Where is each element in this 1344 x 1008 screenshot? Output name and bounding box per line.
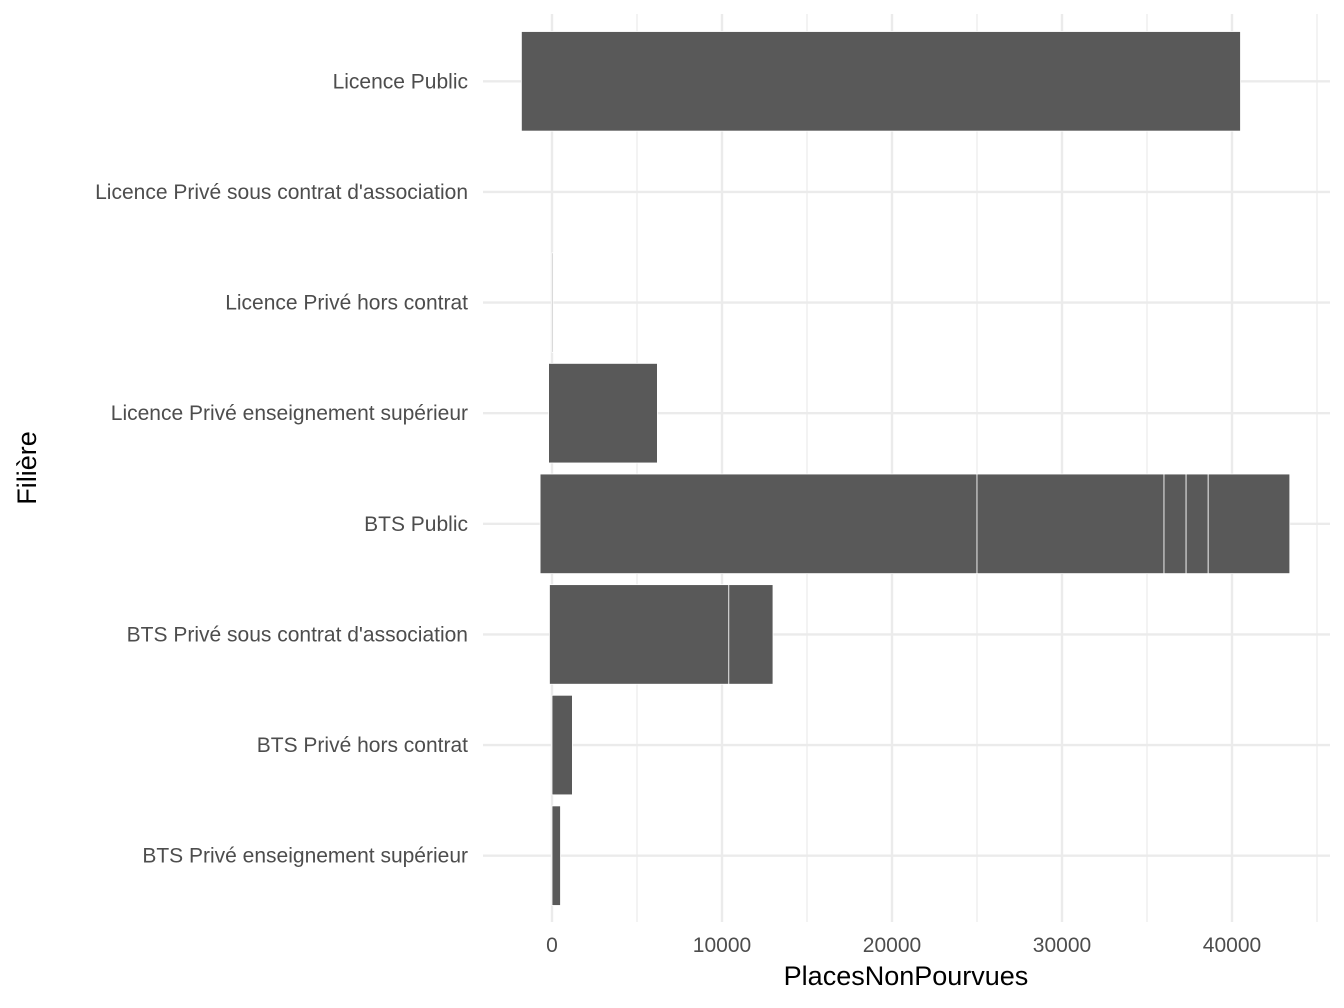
y-tick-label: Licence Privé sous contrat d'association	[95, 181, 468, 204]
y-tick-labels: Licence Public Licence Privé sous contrat…	[95, 70, 468, 867]
x-tick-label: 0	[546, 934, 558, 957]
y-tick-label: Licence Public	[333, 70, 468, 93]
y-tick-label: Licence Privé enseignement supérieur	[111, 402, 468, 425]
bars	[521, 31, 1291, 906]
y-axis-title: Filière	[12, 431, 42, 505]
bar-segment	[551, 805, 561, 906]
y-tick-label: BTS Privé enseignement supérieur	[142, 845, 468, 868]
x-tick-labels: 0 10000 20000 30000 40000	[546, 934, 1261, 957]
bar-segment	[551, 694, 573, 796]
bar-segment	[551, 252, 554, 353]
bar-segment	[1207, 473, 1291, 574]
bar-segment	[1185, 473, 1209, 574]
grid-lines	[483, 14, 1330, 922]
x-tick-label: 30000	[1033, 934, 1091, 957]
bar-segment	[728, 584, 774, 685]
bar-segment	[539, 473, 978, 574]
x-tick-label: 20000	[863, 934, 921, 957]
bar-segment	[521, 31, 1241, 132]
y-tick-label: BTS Privé hors contrat	[257, 734, 468, 757]
x-axis-title: PlacesNonPourvues	[784, 961, 1029, 991]
y-tick-label: BTS Public	[364, 513, 468, 536]
y-tick-label: Licence Privé hors contrat	[225, 292, 468, 315]
bar-segment	[549, 584, 730, 685]
bar-segment	[548, 363, 658, 464]
bar-segment	[976, 473, 1165, 574]
x-tick-label: 10000	[693, 934, 751, 957]
x-tick-label: 40000	[1203, 934, 1261, 957]
y-tick-label: BTS Privé sous contrat d'association	[127, 623, 468, 646]
bar-segment	[1163, 473, 1187, 574]
